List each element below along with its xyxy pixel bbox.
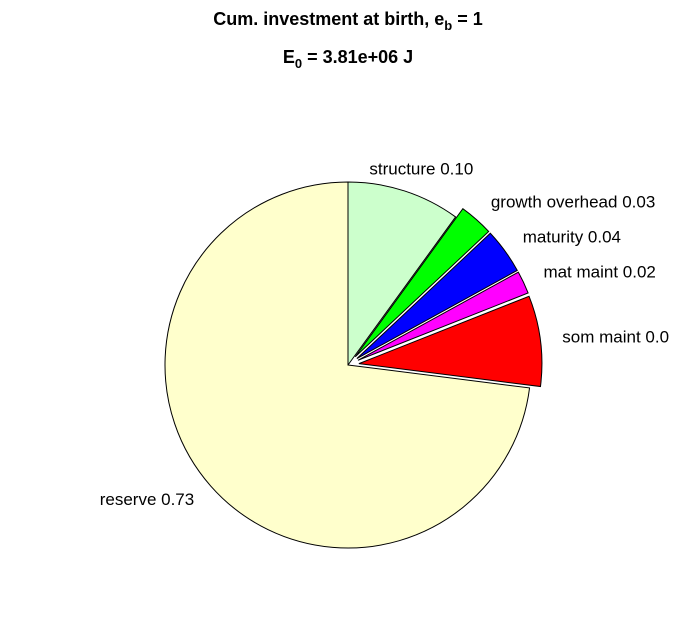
- slice-label: som maint 0.0: [562, 327, 669, 346]
- chart-title: Cum. investment at birth, eb = 1: [213, 9, 483, 34]
- title-text: = 1: [452, 9, 483, 29]
- subtitle-text: E: [283, 47, 295, 67]
- pie-slice: [358, 295, 543, 388]
- title-subscript: b: [444, 18, 452, 33]
- slice-label: growth overhead 0.03: [491, 192, 655, 211]
- slice-label: maturity 0.04: [523, 228, 621, 247]
- slice-label: structure 0.10: [369, 160, 473, 179]
- chart-subtitle: E0 = 3.81e+06 J: [283, 47, 413, 72]
- pie-slice: [356, 232, 518, 359]
- title-text: Cum. investment at birth, e: [213, 9, 444, 29]
- pie-slice: [164, 181, 531, 549]
- pie-slice: [354, 208, 490, 358]
- pie-slice: [347, 181, 457, 367]
- subtitle-text: = 3.81e+06 J: [302, 47, 413, 67]
- slice-label: reserve 0.73: [100, 490, 195, 509]
- slice-label: mat maint 0.02: [543, 263, 655, 282]
- pie-slice: [357, 271, 529, 361]
- subtitle-subscript: 0: [295, 56, 302, 71]
